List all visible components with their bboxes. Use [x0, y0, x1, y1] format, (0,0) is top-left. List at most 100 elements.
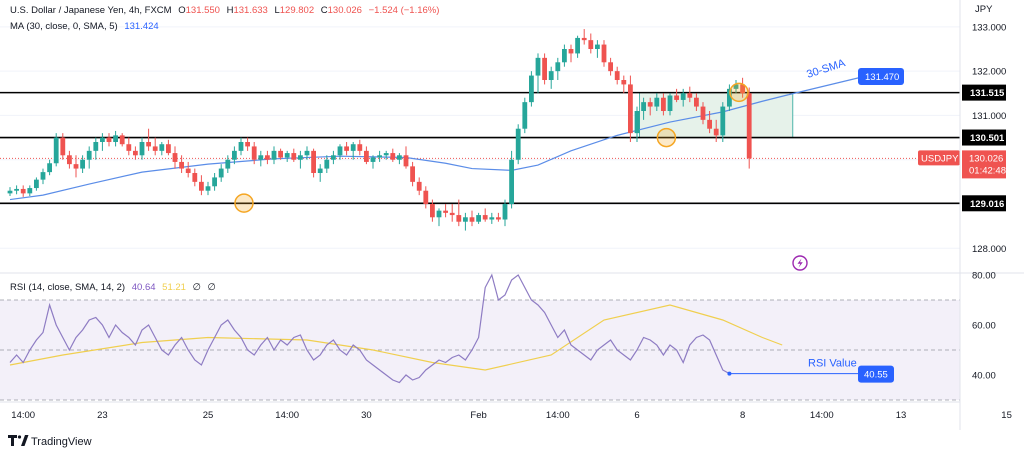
svg-text:131.470: 131.470: [865, 72, 899, 83]
candle-body: [410, 166, 415, 182]
candle-body: [641, 102, 646, 111]
candle-body: [199, 181, 204, 191]
candle-body: [179, 161, 184, 169]
time-tick-label: 14:00: [275, 410, 299, 421]
candle-body: [337, 146, 343, 156]
candle-body: [298, 155, 303, 160]
level-label-bg: [962, 195, 1006, 212]
level-label-bg: [962, 84, 1006, 101]
candle-body: [397, 155, 402, 160]
candle-body: [515, 128, 521, 160]
support-resistance-levels: [0, 91, 960, 205]
candle-body: [47, 163, 52, 173]
candle-body: [568, 49, 574, 54]
candle-body: [377, 155, 382, 158]
candle-body: [139, 142, 145, 156]
svg-text:TradingView: TradingView: [31, 436, 92, 448]
candle-body: [106, 137, 112, 142]
candle-body: [225, 159, 231, 169]
candle-body: [654, 97, 660, 107]
candle-body: [416, 181, 422, 191]
candle-body: [581, 37, 587, 41]
candle-body: [265, 155, 270, 160]
candle-body: [661, 97, 666, 111]
time-tick-label: 15: [1001, 410, 1012, 421]
candle-body: [344, 146, 349, 151]
header-symbol: U.S. Dollar / Japanese Yen, 4h, FXCM O13…: [10, 5, 439, 16]
symbol-badge: USDJPY: [918, 150, 960, 166]
candle-body: [245, 142, 250, 147]
candle-body: [482, 215, 488, 220]
candle-body: [588, 40, 594, 49]
candle-body: [469, 217, 475, 222]
time-tick-label: 13: [896, 410, 907, 421]
currency-label: JPY: [975, 4, 993, 15]
candle-body: [251, 146, 257, 160]
candle-body: [733, 84, 739, 89]
candle-body: [542, 57, 547, 80]
candle-body: [548, 71, 554, 80]
price-tick-label: 131.000: [972, 111, 1006, 122]
candle-body: [7, 190, 13, 194]
time-tick-label: 14:00: [810, 410, 834, 421]
candle-body: [27, 188, 33, 194]
candle-body: [119, 135, 125, 145]
candle-body: [449, 212, 455, 216]
candle-body: [727, 88, 732, 107]
lightning-icon[interactable]: [792, 255, 808, 271]
time-tick-label: 6: [634, 410, 639, 421]
candle-body: [720, 106, 726, 136]
price-tick-label: 133.000: [972, 22, 1006, 33]
candle-body: [601, 44, 607, 63]
candle-body: [238, 142, 244, 151]
candle-body: [476, 215, 481, 222]
candle-body: [166, 144, 171, 154]
candle-body: [278, 150, 283, 158]
candle-body: [509, 159, 514, 204]
candle-body: [357, 144, 363, 151]
candle-body: [535, 57, 541, 76]
candle-body: [456, 215, 462, 222]
candle-body: [575, 37, 580, 54]
candle-body: [628, 84, 633, 134]
candle-body: [463, 217, 468, 222]
svg-text:01:42:48: 01:42:48: [969, 165, 1006, 176]
tradingview-logo: TradingView: [8, 435, 92, 448]
candle-body: [205, 186, 211, 191]
svg-text:USDJPY: USDJPY: [921, 153, 959, 164]
price-tick-label: 128.000: [972, 244, 1006, 255]
candle-body: [14, 188, 19, 191]
price-tick-label: 132.000: [972, 67, 1006, 78]
candle-body: [20, 188, 26, 194]
candle-body: [331, 155, 336, 160]
sma-extension: [788, 76, 863, 96]
candle-body: [634, 111, 640, 134]
candle-body: [740, 84, 745, 94]
candle-body: [496, 217, 501, 220]
level-label: 130.501: [970, 133, 1005, 144]
candle-body: [614, 71, 620, 80]
candle-body: [284, 153, 290, 158]
candle-body: [93, 142, 99, 151]
time-tick-label: 23: [97, 410, 108, 421]
candle-body: [390, 153, 396, 160]
candle-body: [126, 144, 132, 151]
candle-body: [291, 153, 297, 160]
time-axis: 14:00 23 25 14:00 30 Feb 14:00 6 8 14:00 13 15: [11, 410, 1012, 421]
rsi-header: RSI (14, close, SMA, 14, 2) 40.64 51.21 …: [10, 282, 216, 293]
level-label: 129.016: [970, 199, 1004, 210]
rsi-tick-label: 40.00: [972, 371, 996, 382]
pivot-marker: [656, 127, 677, 148]
level-label-bg: [962, 129, 1006, 146]
candle-body: [271, 150, 277, 160]
pivot-marker: [729, 82, 749, 103]
header-ma: MA (30, close, 0, SMA, 5) 131.424: [10, 21, 159, 32]
candle-body: [80, 159, 85, 169]
candle-body: [133, 150, 138, 156]
candle-body: [304, 150, 310, 156]
candle-body: [34, 179, 39, 189]
candle-body: [86, 150, 92, 160]
pivot-marker: [234, 193, 254, 213]
svg-text:130.026: 130.026: [969, 153, 1003, 164]
candle-body: [212, 177, 217, 187]
